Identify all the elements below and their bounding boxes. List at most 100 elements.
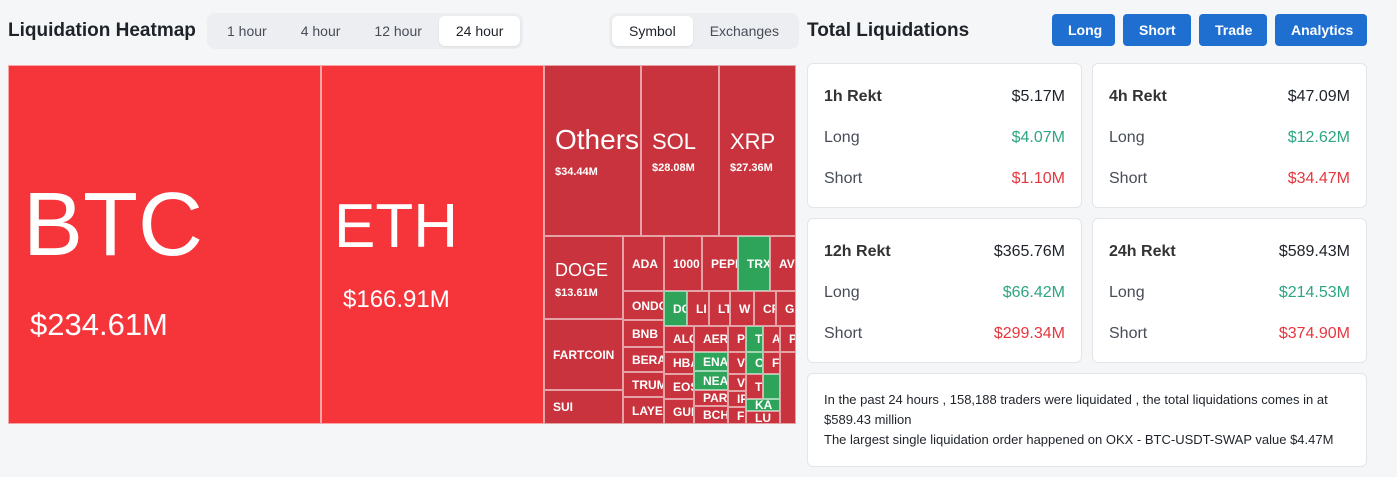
tile-doge-symbol: DOGE — [555, 260, 609, 280]
tile-laye[interactable]: LAYE — [623, 397, 664, 424]
card-total: $47.09M — [1287, 88, 1350, 105]
tile-p2-symbol: P — [789, 333, 795, 345]
short-label: Short — [824, 325, 863, 342]
tile-t[interactable]: T — [746, 326, 763, 352]
long-label: Long — [1109, 284, 1145, 301]
tile-a[interactable]: A — [763, 326, 780, 352]
tile-ga[interactable]: GA — [776, 291, 796, 326]
tile-ondo[interactable]: ONDO — [623, 291, 664, 320]
time-option-24h[interactable]: 24 hour — [438, 16, 521, 46]
card-total: $589.43M — [1278, 243, 1350, 260]
tile-ga-symbol: GA — [785, 301, 795, 316]
time-option-12h[interactable]: 12 hour — [374, 23, 422, 39]
tile-fu[interactable]: FU — [728, 407, 746, 424]
tile-sui[interactable]: SUI — [544, 390, 623, 424]
tile-t-symbol: T — [755, 332, 763, 346]
tile-par[interactable]: PAR — [694, 390, 728, 406]
tile-green-small[interactable] — [763, 374, 780, 399]
card-total: $365.76M — [993, 243, 1065, 260]
tile-cr[interactable]: CR — [754, 291, 776, 326]
tile-eos[interactable]: EOS — [664, 374, 694, 399]
tile-gun-symbol: GUN — [673, 404, 693, 419]
view-option-symbol[interactable]: Symbol — [612, 16, 693, 46]
tile-gun[interactable]: GUN — [664, 399, 694, 424]
tile-trum-symbol: TRUM — [632, 377, 664, 392]
tile-eth-value: $166.91M — [343, 286, 450, 313]
tile-xrp[interactable]: XRP $27.36M — [719, 65, 796, 236]
tile-bch-symbol: BCH — [703, 408, 728, 422]
tile-eos-symbol: EOS — [673, 379, 693, 394]
tile-li[interactable]: LI — [687, 291, 709, 326]
trade-button[interactable]: Trade — [1199, 14, 1267, 46]
long-button[interactable]: Long — [1052, 14, 1115, 46]
tile-vi[interactable]: VI — [728, 374, 746, 391]
tile-eth[interactable]: ETH $166.91M — [321, 65, 544, 424]
liquidation-heatmap: BTC $234.61M ETH $166.91M Others $34.44M… — [8, 65, 796, 424]
tile-doge-value: $13.61M — [555, 287, 598, 299]
tile-av-symbol: AV — [779, 256, 795, 271]
card-label: 12h Rekt — [824, 243, 891, 260]
tile-btc[interactable]: BTC $234.61M — [8, 65, 321, 424]
tile-ka[interactable]: KA — [746, 399, 780, 411]
tile-pepe[interactable]: PEPE — [702, 236, 738, 291]
tile-p-symbol: P — [737, 332, 746, 346]
short-label: Short — [824, 170, 863, 187]
tile-lt[interactable]: LT — [709, 291, 730, 326]
analytics-button[interactable]: Analytics — [1275, 14, 1367, 46]
tile-btc-symbol: BTC — [23, 175, 203, 275]
tile-ada[interactable]: ADA — [623, 236, 664, 291]
tile-doge[interactable]: DOGE $13.61M — [544, 236, 623, 319]
tile-others[interactable]: Others $34.44M — [544, 65, 641, 236]
tile-aer[interactable]: AER — [694, 326, 728, 352]
tile-av[interactable]: AV — [770, 236, 796, 291]
tile-p[interactable]: P — [728, 326, 746, 352]
tile-c-symbol: C — [755, 356, 763, 370]
tile-sol-value: $28.08M — [652, 162, 695, 174]
tile-w-symbol: W — [739, 301, 751, 316]
tile-fartcoin[interactable]: FARTCOIN — [544, 319, 623, 390]
long-value: $4.07M — [1011, 129, 1065, 146]
card-label: 24h Rekt — [1109, 243, 1176, 260]
tile-ena[interactable]: ENA — [694, 352, 728, 371]
tile-c[interactable]: C — [746, 352, 763, 374]
long-label: Long — [1109, 129, 1145, 146]
tile-misc[interactable] — [780, 352, 796, 424]
tile-1000[interactable]: 1000 — [664, 236, 702, 291]
tile-trum[interactable]: TRUM — [623, 372, 664, 397]
tile-sol[interactable]: SOL $28.08M — [641, 65, 719, 236]
tile-bnb[interactable]: BNB — [623, 320, 664, 347]
tile-li-symbol: LI — [696, 301, 707, 316]
tile-t2[interactable]: T — [746, 374, 763, 399]
tile-ondo-symbol: ONDO — [632, 298, 663, 313]
tile-nea[interactable]: NEA — [694, 371, 728, 390]
tile-v-symbol: V — [737, 356, 746, 370]
card-4h-rekt: 4h Rekt $47.09M Long $12.62M Short $34.47M — [1092, 63, 1367, 208]
tile-trx[interactable]: TRX — [738, 236, 770, 291]
tile-alc[interactable]: ALC — [664, 326, 694, 352]
tile-f[interactable]: F — [763, 352, 780, 374]
view-option-exchanges[interactable]: Exchanges — [709, 23, 779, 39]
tile-sol-symbol: SOL — [652, 129, 697, 154]
tile-w[interactable]: W — [730, 291, 754, 326]
short-label: Short — [1109, 325, 1148, 342]
time-option-1h[interactable]: 1 hour — [227, 23, 267, 39]
tile-dc[interactable]: DC — [664, 291, 687, 326]
tile-ada-symbol: ADA — [632, 256, 658, 271]
tile-lu-symbol: LU — [755, 411, 771, 424]
tile-bch[interactable]: BCH — [694, 406, 728, 424]
long-value: $12.62M — [1287, 129, 1350, 146]
tile-p2[interactable]: P — [780, 326, 796, 352]
long-value: $66.42M — [1002, 284, 1065, 301]
view-selector: Symbol Exchanges — [609, 13, 799, 49]
liquidation-summary: In the past 24 hours , 158,188 traders w… — [807, 373, 1367, 467]
time-option-4h[interactable]: 4 hour — [300, 23, 341, 39]
tile-ip[interactable]: IP — [728, 391, 746, 407]
tile-bera[interactable]: BERA — [623, 347, 664, 372]
tile-lu[interactable]: LU — [746, 411, 780, 424]
tile-nea-symbol: NEA — [703, 373, 728, 388]
tile-hba[interactable]: HBA — [664, 352, 694, 374]
tile-others-value: $34.44M — [555, 166, 598, 178]
short-button[interactable]: Short — [1123, 14, 1191, 46]
long-value: $214.53M — [1278, 284, 1350, 301]
tile-v[interactable]: V — [728, 352, 746, 374]
